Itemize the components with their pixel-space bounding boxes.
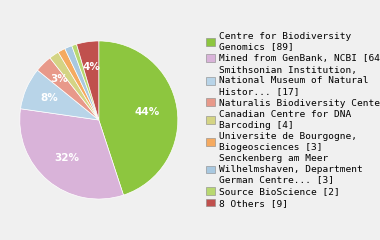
Wedge shape [38,58,99,120]
Wedge shape [50,52,99,120]
Legend: Centre for Biodiversity
Genomics [89], Mined from GenBank, NCBI [64], Smithsonia: Centre for Biodiversity Genomics [89], M… [206,32,380,208]
Text: 8%: 8% [41,93,59,103]
Wedge shape [21,70,99,120]
Wedge shape [72,44,99,120]
Wedge shape [99,41,178,195]
Wedge shape [58,49,99,120]
Wedge shape [65,46,99,120]
Text: 3%: 3% [50,74,68,84]
Text: 44%: 44% [135,107,160,117]
Wedge shape [20,109,124,199]
Text: 4%: 4% [82,62,100,72]
Text: 32%: 32% [55,153,80,162]
Wedge shape [76,41,99,120]
